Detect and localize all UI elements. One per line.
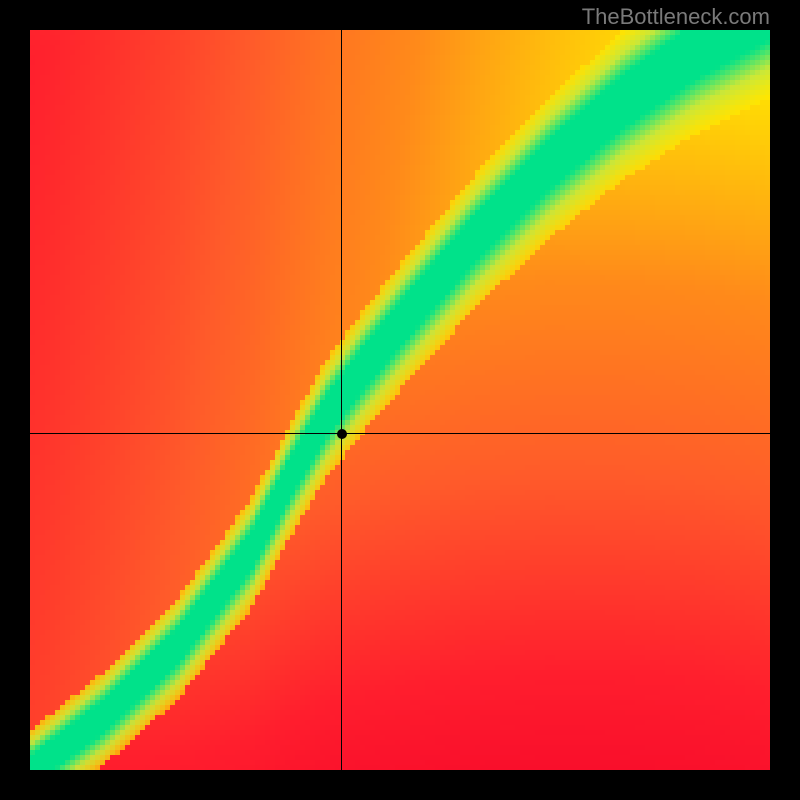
horizontal-gridline (30, 433, 770, 434)
vertical-gridline (341, 30, 342, 770)
crosshair-marker-dot (337, 429, 347, 439)
chart-container: TheBottleneck.com (0, 0, 800, 800)
attribution-text: TheBottleneck.com (582, 4, 770, 30)
bottleneck-heatmap (30, 30, 770, 770)
